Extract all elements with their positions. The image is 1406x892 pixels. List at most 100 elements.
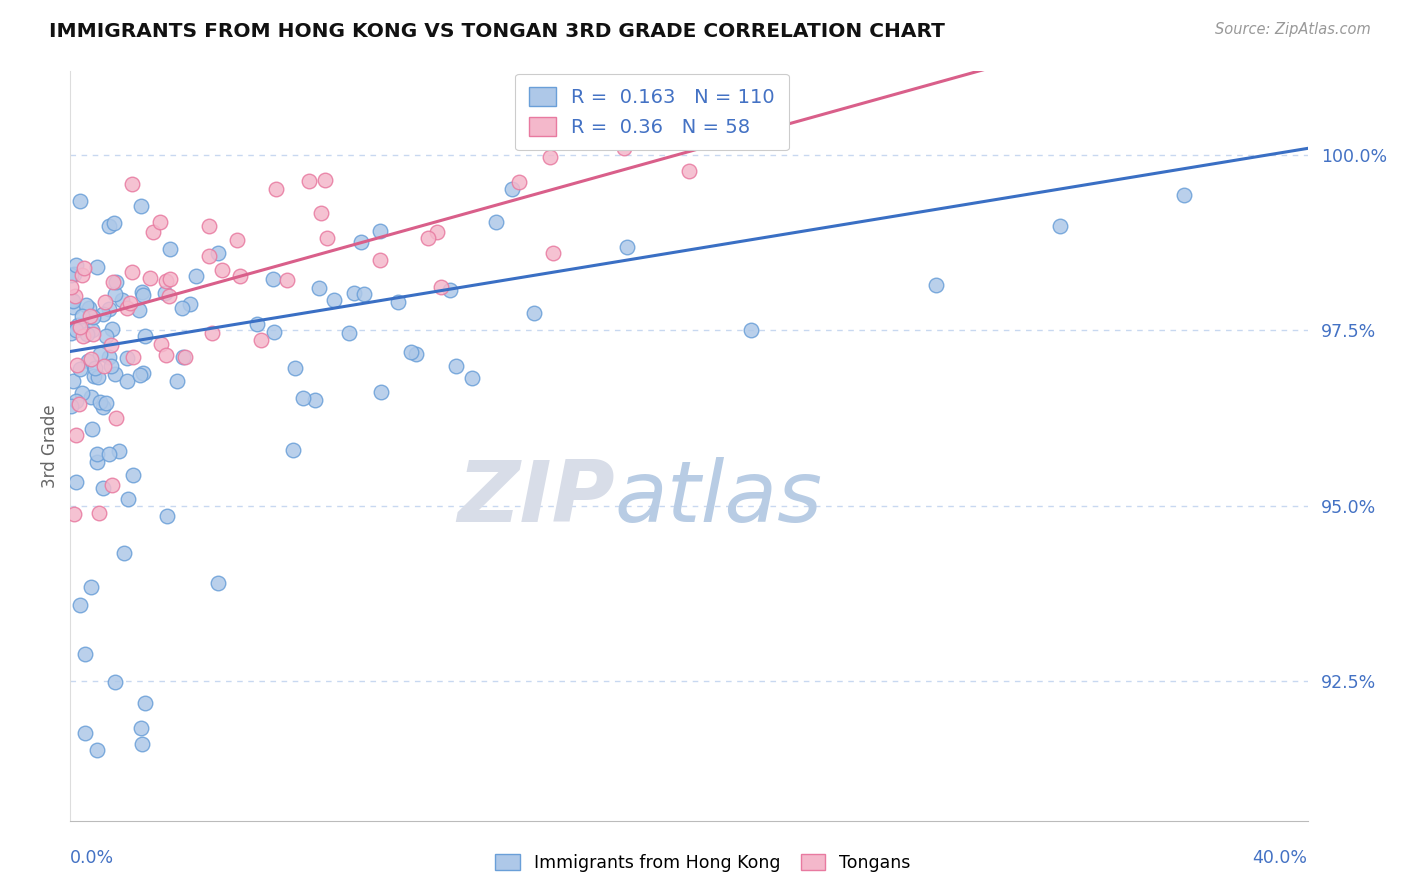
Point: [368, 252, 391, 267]
Point: [75, 647, 97, 661]
Point: [62, 301, 84, 315]
Point: [298, 174, 321, 188]
Point: [60, 280, 83, 294]
Point: [426, 225, 449, 239]
Point: [121, 265, 143, 279]
Point: [142, 226, 165, 240]
Point: [201, 326, 224, 340]
Point: [65, 394, 87, 409]
Text: atlas: atlas: [614, 457, 823, 540]
Point: [108, 444, 131, 458]
Point: [87, 369, 110, 384]
Point: [184, 268, 207, 283]
Text: Source: ZipAtlas.com: Source: ZipAtlas.com: [1215, 22, 1371, 37]
Point: [72, 268, 94, 282]
Point: [91, 307, 114, 321]
Point: [316, 231, 339, 245]
Point: [115, 351, 138, 365]
Point: [1173, 187, 1195, 202]
Point: [134, 696, 156, 710]
Point: [155, 348, 177, 362]
Point: [91, 400, 114, 414]
Point: [98, 350, 121, 364]
Point: [246, 318, 269, 332]
Point: [159, 242, 181, 256]
Point: [86, 455, 108, 469]
Point: [276, 273, 298, 287]
Point: [439, 283, 461, 297]
Point: [70, 385, 93, 400]
Point: [101, 322, 124, 336]
Point: [508, 175, 530, 189]
Point: [115, 374, 138, 388]
Point: [170, 301, 193, 316]
Point: [523, 306, 546, 320]
Point: [104, 674, 127, 689]
Point: [292, 391, 315, 405]
Point: [59, 326, 82, 341]
Point: [370, 384, 392, 399]
Point: [82, 327, 104, 342]
Point: [118, 296, 141, 310]
Point: [79, 310, 101, 324]
Point: [100, 359, 122, 373]
Point: [131, 737, 153, 751]
Point: [430, 280, 453, 294]
Point: [309, 206, 332, 220]
Point: [93, 359, 115, 373]
Point: [128, 302, 150, 317]
Point: [132, 288, 155, 302]
Point: [59, 399, 82, 413]
Point: [226, 233, 249, 247]
Point: [67, 397, 90, 411]
Point: [104, 367, 127, 381]
Point: [121, 178, 143, 192]
Point: [157, 288, 180, 302]
Point: [538, 150, 561, 164]
Point: [155, 274, 177, 288]
Point: [117, 492, 139, 507]
Point: [80, 390, 103, 404]
Point: [59, 268, 82, 282]
Point: [100, 337, 122, 351]
Point: [63, 267, 86, 281]
Point: [97, 302, 120, 317]
Point: [94, 294, 117, 309]
Point: [198, 219, 221, 234]
Point: [94, 329, 117, 343]
Point: [72, 309, 94, 323]
Point: [80, 422, 103, 436]
Point: [308, 280, 330, 294]
Point: [62, 293, 84, 308]
Point: [405, 347, 427, 361]
Legend: R =  0.163   N = 110, R =  0.36   N = 58: R = 0.163 N = 110, R = 0.36 N = 58: [515, 73, 789, 151]
Point: [65, 428, 87, 442]
Legend: Immigrants from Hong Kong, Tongans: Immigrants from Hong Kong, Tongans: [488, 847, 918, 879]
Point: [284, 361, 307, 376]
Point: [283, 443, 305, 458]
Point: [66, 318, 89, 333]
Point: [323, 293, 346, 308]
Point: [211, 262, 233, 277]
Point: [65, 258, 87, 272]
Point: [616, 240, 638, 254]
Text: ZIP: ZIP: [457, 457, 614, 540]
Point: [678, 163, 700, 178]
Point: [76, 327, 98, 342]
Point: [337, 326, 360, 340]
Point: [1049, 219, 1071, 234]
Point: [89, 347, 111, 361]
Point: [198, 249, 221, 263]
Point: [250, 333, 273, 347]
Point: [444, 359, 467, 374]
Text: 0.0%: 0.0%: [70, 848, 114, 867]
Point: [129, 721, 152, 735]
Text: 40.0%: 40.0%: [1253, 848, 1308, 867]
Point: [73, 261, 96, 276]
Point: [84, 360, 107, 375]
Point: [101, 478, 124, 492]
Point: [129, 199, 152, 213]
Point: [551, 94, 574, 108]
Point: [207, 246, 229, 260]
Point: [98, 448, 121, 462]
